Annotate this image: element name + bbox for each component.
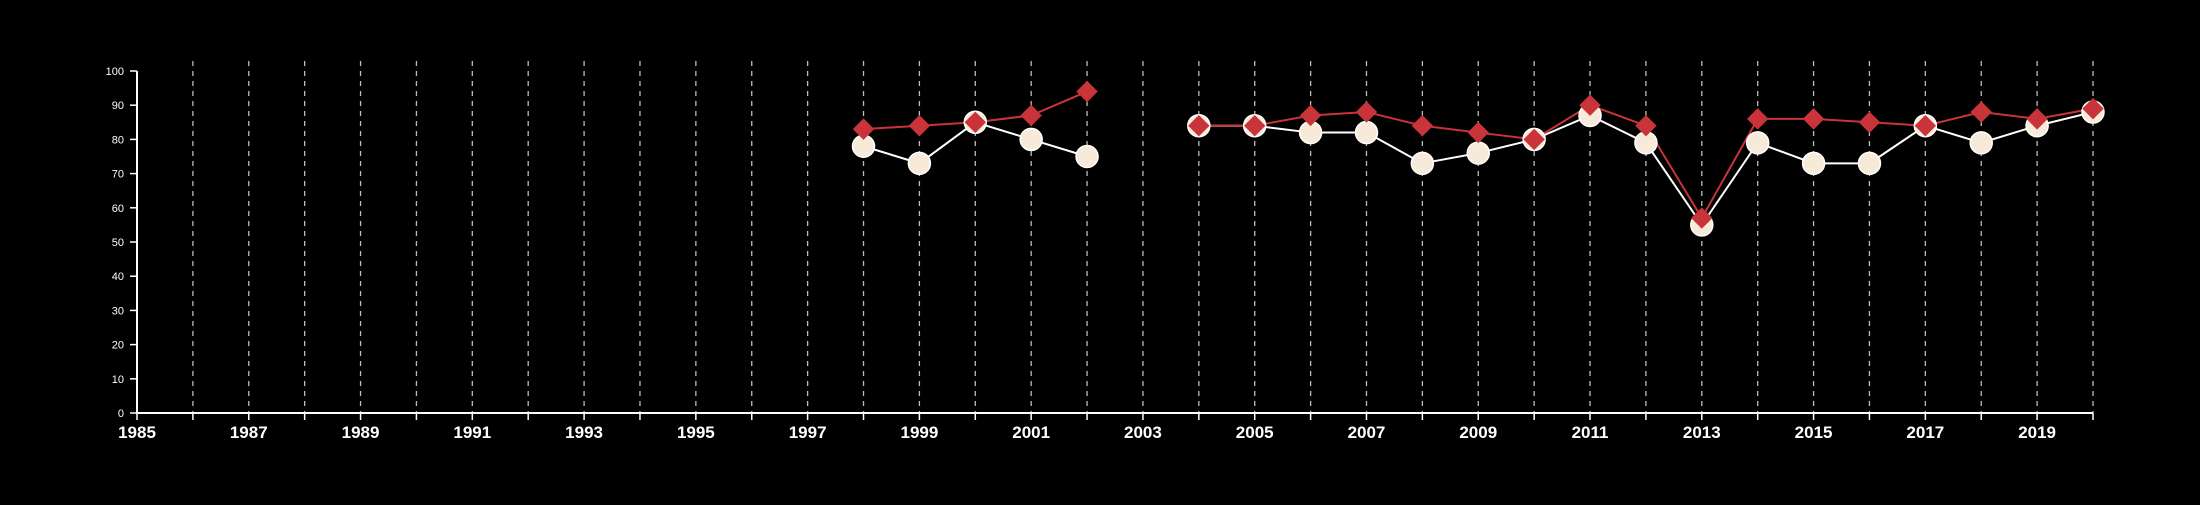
data-point-diamond	[1579, 94, 1601, 116]
data-point-diamond	[1467, 121, 1489, 144]
x-tick-label: 1999	[900, 423, 938, 442]
data-point-diamond	[908, 115, 931, 137]
data-point-diamond	[1691, 207, 1713, 229]
data-point-diamond	[1020, 104, 1042, 127]
data-point-diamond	[2082, 97, 2104, 120]
data-point-diamond	[1746, 108, 1769, 130]
data-point-diamond	[1635, 115, 1657, 137]
x-tick-label: 1987	[230, 423, 268, 442]
data-point-circle	[1466, 141, 1491, 165]
data-point-diamond	[1188, 115, 1210, 137]
x-tick-label: 1995	[677, 423, 715, 442]
x-tick-label: 2003	[1124, 423, 1162, 442]
data-point-circle	[1857, 151, 1882, 176]
data-point-circle	[1410, 151, 1435, 176]
y-tick-label: 50	[112, 237, 124, 249]
data-point-circle	[1745, 131, 1770, 155]
axes: 0 10 20 30 40 50 60 70 80 90 100 1985 1987 1989 1991 19…	[106, 66, 2094, 442]
y-tick-label: 70	[112, 169, 124, 181]
y-tick-label: 40	[112, 271, 124, 283]
data-point-diamond	[1523, 128, 1545, 151]
y-tick-label: 100	[106, 66, 124, 78]
grid-lines	[192, 61, 2094, 413]
x-tick-label: 2015	[1795, 423, 1833, 442]
x-tick-label: 2011	[1572, 423, 1609, 442]
y-tick-label: 20	[112, 340, 124, 352]
y-tick-label: 10	[112, 374, 124, 386]
data-point-diamond	[1914, 115, 1937, 137]
data-point-circle	[1019, 127, 1043, 152]
data-point-diamond	[964, 111, 986, 134]
x-tick-label: 2019	[2018, 423, 2056, 442]
data-point-circle	[907, 151, 932, 176]
data-point-diamond	[1802, 108, 1825, 130]
x-tick-label: 1993	[565, 423, 603, 442]
series-markers	[851, 80, 2105, 237]
y-tick-label: 90	[112, 100, 124, 112]
data-point-diamond	[1299, 104, 1322, 127]
y-tick-label: 0	[118, 408, 124, 420]
y-tick-label: 60	[112, 203, 124, 215]
data-point-diamond	[1244, 115, 1266, 137]
data-point-circle	[1354, 120, 1379, 145]
data-point-diamond	[1355, 101, 1378, 123]
data-point-circle	[1801, 151, 1826, 176]
x-tick-label: 2001	[1012, 423, 1050, 442]
data-point-diamond	[2026, 108, 2048, 130]
data-point-circle	[1969, 131, 1993, 155]
x-tick-label: 1989	[342, 423, 380, 442]
data-point-diamond	[1858, 111, 1881, 134]
x-tick-label: 1985	[118, 423, 156, 442]
x-tick-label: 2007	[1348, 423, 1386, 442]
data-point-diamond	[1411, 115, 1434, 137]
x-tick-label: 2005	[1236, 423, 1274, 442]
data-point-diamond	[852, 118, 875, 140]
y-tick-label: 80	[112, 134, 124, 146]
x-tick-label: 2017	[1906, 423, 1944, 442]
x-tick-label: 2009	[1459, 423, 1497, 442]
data-point-diamond	[1076, 80, 1098, 103]
x-tick-label: 2013	[1683, 423, 1721, 442]
data-point-circle	[1075, 144, 1099, 169]
data-point-diamond	[1970, 101, 1992, 123]
x-tick-label: 1997	[789, 423, 827, 442]
y-tick-label: 30	[112, 305, 124, 317]
x-tick-label: 1991	[453, 423, 491, 442]
